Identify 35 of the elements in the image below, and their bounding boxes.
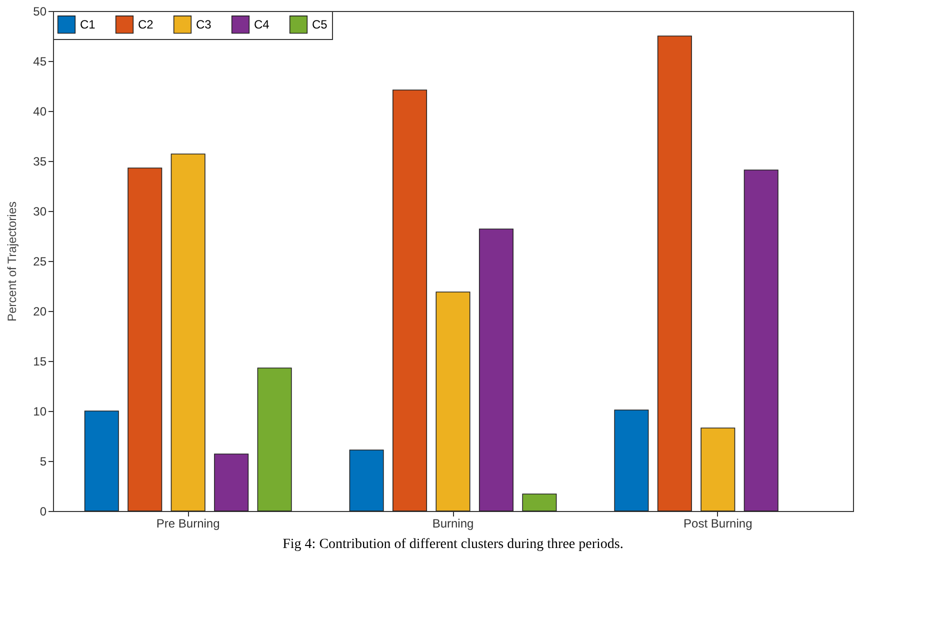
bar xyxy=(170,154,206,512)
y-tick-label: 45 xyxy=(33,54,47,68)
y-tick-label: 25 xyxy=(33,254,47,268)
y-tick-label: 10 xyxy=(33,404,47,418)
y-tick-label: 20 xyxy=(33,304,47,318)
bar xyxy=(614,410,649,512)
bar xyxy=(744,170,778,512)
bar xyxy=(84,410,119,512)
legend-label: C1 xyxy=(80,18,96,32)
x-tick-label: Burning xyxy=(432,516,474,530)
bar xyxy=(700,428,736,512)
bar xyxy=(522,494,557,512)
bar xyxy=(657,36,692,512)
y-tick-label: 35 xyxy=(33,154,47,168)
bar xyxy=(257,368,292,512)
y-tick-label: 15 xyxy=(33,354,47,368)
bar xyxy=(392,90,428,512)
bar xyxy=(436,292,470,512)
legend-label: C5 xyxy=(312,18,328,32)
y-tick-label: 40 xyxy=(33,104,47,118)
legend-label: C3 xyxy=(196,18,212,32)
x-tick-label: Post Burning xyxy=(684,516,752,530)
legend-label: C4 xyxy=(254,18,270,32)
x-tick-label: Pre Burning xyxy=(156,516,220,530)
caption: Fig 4: Contribution of different clusters during three periods. xyxy=(282,537,624,552)
bar xyxy=(478,228,514,512)
y-tick-label: 50 xyxy=(33,4,47,18)
y-tick-label: 5 xyxy=(40,454,47,468)
y-tick-label: 0 xyxy=(40,504,47,518)
bar xyxy=(128,168,162,512)
bar xyxy=(349,450,384,512)
bar xyxy=(214,454,249,512)
legend-label: C2 xyxy=(138,18,154,32)
y-tick-label: 30 xyxy=(33,204,47,218)
y-axis-title: Percent of Trajectories xyxy=(5,201,20,322)
